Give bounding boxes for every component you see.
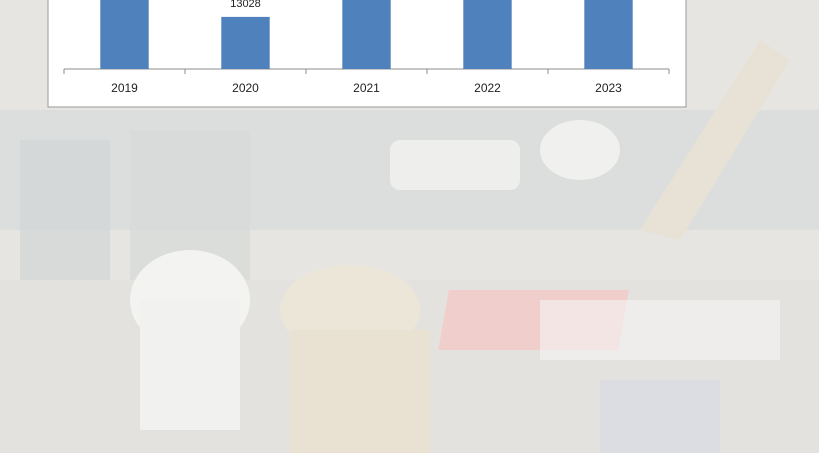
bar [342, 0, 391, 69]
bar [584, 0, 633, 69]
plot-area: 2019 2020 13028 2021 2022 2023 [63, 0, 670, 95]
x-tick-label: 2022 [474, 81, 501, 95]
data-label: 13028 [230, 0, 261, 10]
x-tick-label: 2019 [111, 81, 138, 95]
x-tick-label: 2023 [595, 81, 622, 95]
bar [221, 16, 270, 69]
bar [463, 0, 512, 69]
x-tick-label: 2020 [232, 81, 259, 95]
bar [100, 0, 149, 69]
x-tick-label: 2021 [353, 81, 380, 95]
